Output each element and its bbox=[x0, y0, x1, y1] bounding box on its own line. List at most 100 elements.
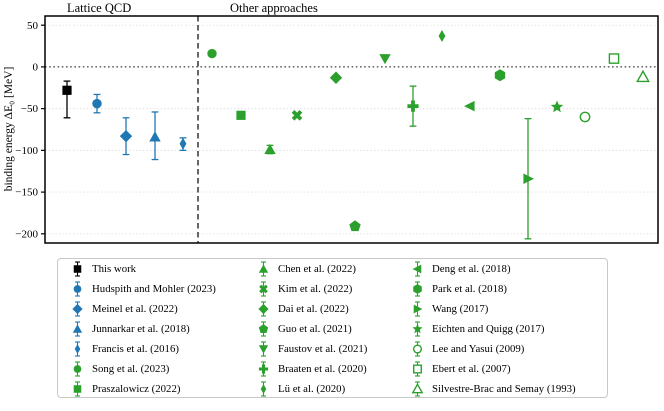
data-point-meinel-et-al-2022 bbox=[119, 117, 133, 156]
legend-label: Meinel et al. (2022) bbox=[92, 303, 178, 315]
legend-marker-diamond-icon bbox=[258, 301, 269, 317]
marker-hexagon bbox=[494, 69, 506, 82]
legend-label: Lee and Yasui (2009) bbox=[432, 343, 525, 355]
legend-item-wang-2017: Wang (2017) bbox=[410, 299, 607, 319]
tick-label: −100 bbox=[15, 145, 38, 157]
legend-label: Deng et al. (2018) bbox=[432, 263, 511, 275]
data-point-hudspith-and-mohler-2023 bbox=[92, 93, 102, 114]
marker-thin-diamond bbox=[74, 344, 81, 354]
legend-item-kim-et-al-2022: Kim et al. (2022) bbox=[256, 279, 410, 299]
marker-plus bbox=[407, 100, 419, 112]
data-point-junnarkar-et-al-2018 bbox=[149, 111, 161, 161]
marker-triangle-left bbox=[464, 100, 475, 112]
data-point-braaten-et-al-2020 bbox=[407, 85, 419, 127]
legend-item-francis-et-al-2016: Francis et al. (2016) bbox=[70, 339, 256, 359]
data-point-this-work bbox=[62, 80, 72, 119]
marker-triangle-up bbox=[72, 324, 83, 333]
region-label-other-approaches: Other approaches bbox=[230, 1, 318, 15]
legend-item-praszalowicz-2022: Praszalowicz (2022) bbox=[70, 379, 256, 399]
data-points bbox=[62, 30, 650, 240]
legend-marker-triangle-right-icon bbox=[413, 301, 423, 317]
marker-triangle-down bbox=[379, 54, 391, 65]
legend-label: Hudspith and Mohler (2023) bbox=[92, 283, 216, 295]
legend-item-l-et-al-2020: Lü et al. (2020) bbox=[256, 379, 410, 399]
legend-label: Guo et al. (2021) bbox=[278, 323, 352, 335]
region-label-lattice-qcd: Lattice QCD bbox=[67, 1, 132, 15]
legend-marker-diamond-icon bbox=[72, 301, 83, 317]
legend-label: Junnarkar et al. (2018) bbox=[92, 323, 190, 335]
marker-star bbox=[550, 100, 564, 113]
plot-frame bbox=[44, 15, 659, 244]
marker-triangle-up bbox=[258, 264, 269, 273]
marker-square bbox=[62, 85, 72, 95]
legend-item-ebert-et-al-2007: Ebert et al. (2007) bbox=[410, 359, 607, 379]
legend-item-eichten-and-quigg-2017: Eichten and Quigg (2017) bbox=[410, 319, 607, 339]
legend-marker-triangle-down-icon bbox=[258, 341, 269, 357]
legend-label: This work bbox=[92, 263, 137, 275]
legend-label: Eichten and Quigg (2017) bbox=[432, 323, 545, 335]
legend-item-song-et-al-2023: Song et al. (2023) bbox=[70, 359, 256, 379]
legend-item-faustov-et-al-2021: Faustov et al. (2021) bbox=[256, 339, 410, 359]
legend-label: Francis et al. (2016) bbox=[92, 343, 179, 355]
legend-item-park-et-al-2018: Park et al. (2018) bbox=[410, 279, 607, 299]
legend-marker-thin-diamond-icon bbox=[74, 341, 81, 357]
tick-label: −200 bbox=[15, 228, 38, 240]
marker-pentagon bbox=[349, 220, 361, 232]
marker-triangle-up bbox=[264, 143, 276, 155]
marker-triangle-right bbox=[523, 173, 534, 185]
tick-label: 0 bbox=[33, 62, 39, 74]
legend-label: Silvestre-Brac and Semay (1993) bbox=[432, 383, 576, 395]
marker-triangle-right bbox=[413, 304, 423, 314]
marker-square bbox=[73, 265, 82, 273]
marker-x bbox=[259, 284, 268, 294]
legend-marker-plus-icon bbox=[258, 361, 269, 377]
data-point-guo-et-al-2021 bbox=[349, 220, 361, 232]
legend-marker-triangle-up-icon bbox=[411, 381, 424, 397]
data-point-kim-et-al-2022 bbox=[291, 110, 303, 121]
marker-triangle-up bbox=[411, 382, 424, 394]
legend-marker-x-icon bbox=[259, 281, 268, 297]
legend-item-guo-et-al-2021: Guo et al. (2021) bbox=[256, 319, 410, 339]
marker-circle bbox=[73, 365, 82, 373]
data-point-song-et-al-2023 bbox=[207, 48, 217, 59]
marker-circle bbox=[92, 98, 102, 109]
legend-item-lee-and-yasui-2009: Lee and Yasui (2009) bbox=[410, 339, 607, 359]
legend-marker-circle-icon bbox=[412, 341, 423, 357]
legend-label: Braaten et al. (2020) bbox=[278, 363, 367, 375]
legend-label: Kim et al. (2022) bbox=[278, 283, 353, 295]
marker-diamond bbox=[258, 303, 269, 315]
legend-label: Ebert et al. (2007) bbox=[432, 363, 511, 375]
tick-label: 50 bbox=[27, 20, 39, 32]
legend-label: Dai et al. (2022) bbox=[278, 303, 349, 315]
data-point-ebert-et-al-2007 bbox=[608, 53, 620, 64]
marker-circle bbox=[579, 111, 591, 123]
marker-thin-diamond bbox=[179, 137, 187, 150]
legend-marker-star-icon bbox=[412, 321, 423, 337]
binding-energy-chart: 50 0 −50 −100 −150 −200 bbox=[15, 15, 659, 244]
marker-square bbox=[608, 53, 620, 64]
legend-marker-circle-icon bbox=[73, 281, 82, 297]
legend-label: Wang (2017) bbox=[432, 303, 489, 315]
legend-item-junnarkar-et-al-2018: Junnarkar et al. (2018) bbox=[70, 319, 256, 339]
legend-item-chen-et-al-2022: Chen et al. (2022) bbox=[256, 259, 410, 279]
legend-item-braaten-et-al-2020: Braaten et al. (2020) bbox=[256, 359, 410, 379]
legend-item-this-work: This work bbox=[70, 259, 256, 279]
legend-marker-thin-diamond-icon bbox=[260, 381, 267, 397]
marker-triangle-up bbox=[636, 69, 650, 83]
data-point-faustov-et-al-2021 bbox=[379, 54, 391, 65]
gridlines bbox=[45, 24, 658, 235]
data-point-francis-et-al-2016 bbox=[179, 137, 187, 152]
data-point-praszalowicz-2022 bbox=[236, 110, 246, 120]
legend-marker-pentagon-icon bbox=[258, 321, 269, 337]
legend-item-hudspith-and-mohler-2023: Hudspith and Mohler (2023) bbox=[70, 279, 256, 299]
legend-label: Chen et al. (2022) bbox=[278, 263, 356, 275]
legend-marker-triangle-left-icon bbox=[412, 261, 422, 277]
marker-x bbox=[291, 110, 303, 121]
legend-marker-triangle-up-icon bbox=[72, 321, 83, 337]
data-point-chen-et-al-2022 bbox=[264, 143, 276, 155]
legend-marker-hexagon-icon bbox=[413, 281, 422, 297]
marker-pentagon bbox=[258, 324, 269, 333]
marker-circle bbox=[73, 285, 82, 293]
data-point-wang-2017 bbox=[523, 118, 534, 240]
